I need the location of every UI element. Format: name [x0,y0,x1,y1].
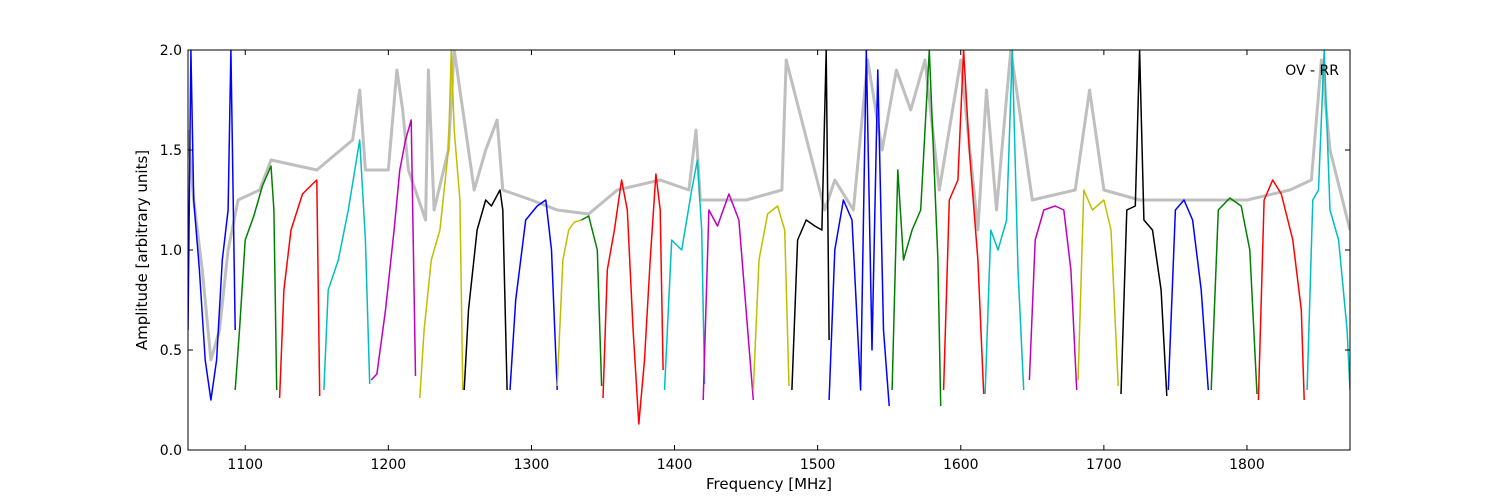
x-tick-label: 1700 [1086,457,1122,473]
series-line-3 [278,179,321,399]
x-tick-label: 1500 [800,457,836,473]
series-line-20 [1028,205,1078,391]
series-line-25 [1257,179,1305,401]
series-line-7 [463,189,508,391]
series-line-18 [942,50,985,395]
series-line-26 [1306,50,1350,391]
y-tick-label: 2.0 [160,43,182,59]
series-line-22 [1120,50,1168,397]
series-line-23 [1167,199,1210,391]
y-axis-label: Amplitude [arbitrary units] [133,150,151,350]
series-layer [188,50,1350,425]
series-line-21 [1077,189,1119,387]
y-tick-label: 0.5 [160,343,182,359]
x-tick-label: 1300 [514,457,550,473]
x-axis-label: Frequency [MHz] [706,475,832,493]
series-line-16 [828,50,890,407]
x-tick-label: 1800 [1229,457,1265,473]
series-line-10 [581,215,603,387]
series-line-15 [791,50,830,391]
y-tick-label: 0.0 [160,443,182,459]
series-line-13 [702,193,755,401]
series-line-4 [323,139,371,391]
x-tick-label: 1100 [227,457,263,473]
series-line-19 [984,50,1025,395]
series-line-2 [234,165,278,391]
background-trace-layer [188,50,1350,362]
y-axis-ticks: 0.0 0.5 1.0 1.5 2.0 [160,43,1350,459]
y-tick-label: 1.5 [160,143,182,159]
series-line-14 [752,205,790,391]
series-line-9 [556,219,582,387]
series-line-17 [891,50,942,407]
x-tick-label: 1200 [371,457,407,473]
background-trace [188,50,1350,362]
y-tick-label: 1.0 [160,243,182,259]
series-line-11 [602,173,664,425]
panel-annotation: OV - RR [1285,63,1339,79]
series-line-5 [370,119,417,381]
series-line-6 [419,50,464,399]
x-tick-label: 1600 [943,457,979,473]
series-line-8 [509,199,558,391]
x-tick-label: 1400 [657,457,693,473]
x-axis-ticks: 1100 1200 1300 1400 1500 1600 1700 1800 [227,50,1265,473]
series-line-1 [188,50,236,401]
series-line-24 [1210,197,1258,395]
series-line-12 [663,159,706,391]
